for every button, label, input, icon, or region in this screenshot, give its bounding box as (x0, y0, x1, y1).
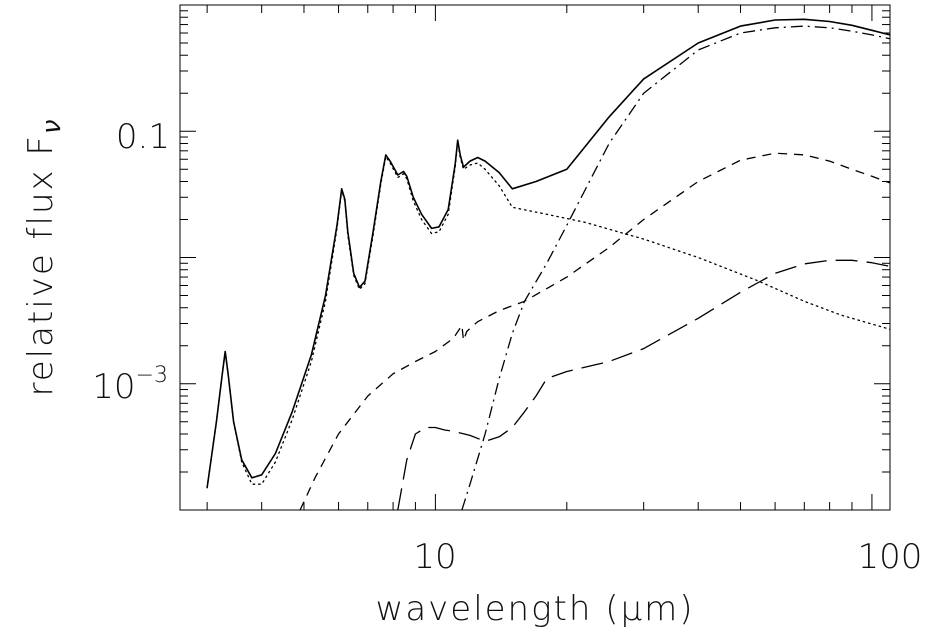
series-line-long-dash (397, 259, 891, 511)
x-tick-label-10: 10 (413, 537, 456, 577)
plot-frame (179, 4, 891, 511)
series-line-dotted (206, 141, 891, 489)
y-tick-base: 10 (92, 367, 135, 407)
x-tick-label-100: 100 (858, 537, 923, 577)
series-layer (206, 18, 891, 511)
axis-ticks (180, 4, 890, 511)
series-line-dashed (299, 152, 891, 511)
y-axis-label-subscript: ν (37, 117, 67, 134)
x-axis-label: wavelength (μm) (376, 589, 695, 629)
series-line-solid (206, 18, 891, 488)
y-tick-exponent: −3 (136, 363, 168, 388)
series-line-dash-dot (461, 25, 891, 511)
y-tick-label-0-1: 0.1 (116, 117, 170, 157)
y-axis-label-text: relative flux F (21, 134, 61, 397)
y-axis-label: relative flux Fν (21, 117, 67, 396)
y-tick-label-1e-3: 10−3 (92, 363, 168, 407)
